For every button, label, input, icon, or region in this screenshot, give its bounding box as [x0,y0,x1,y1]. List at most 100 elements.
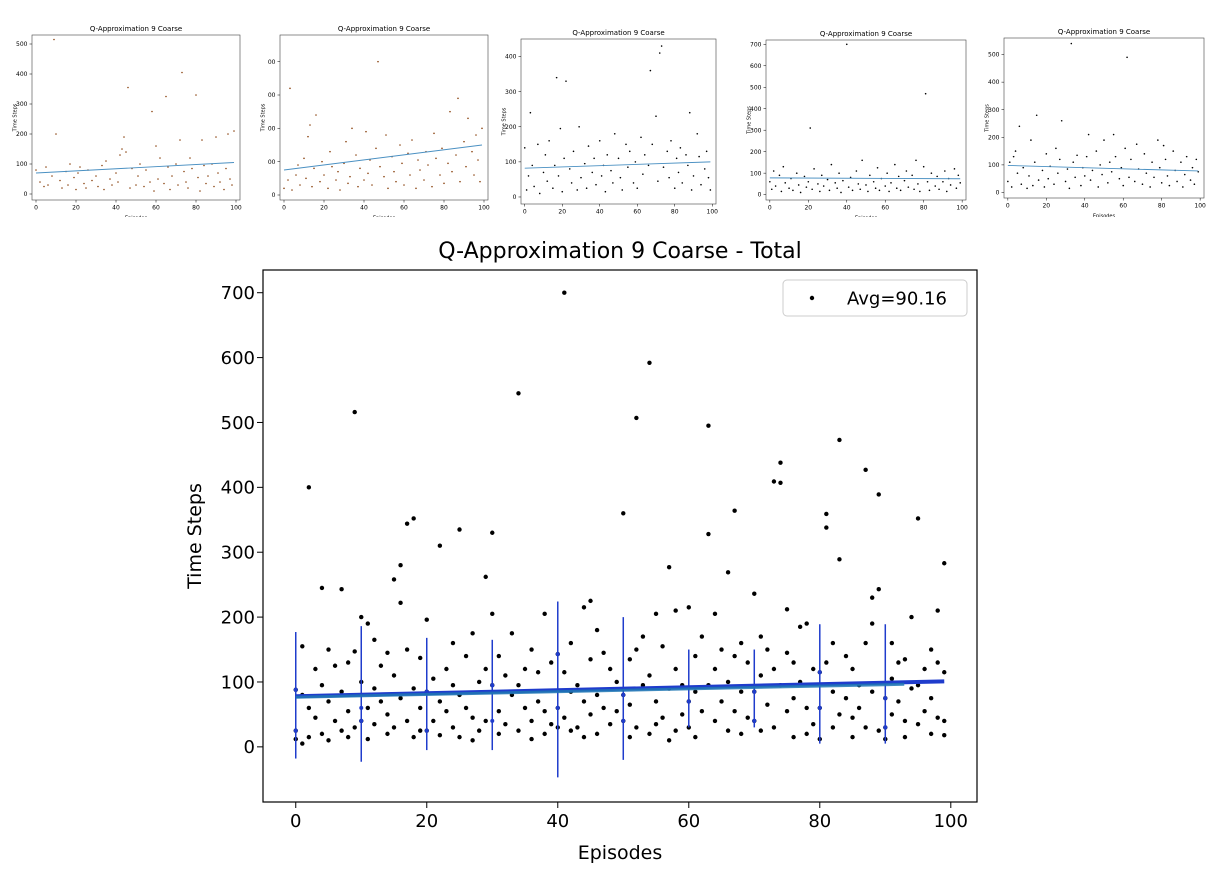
data-point [778,174,781,177]
data-point [621,189,624,191]
data-point [431,676,436,681]
data-point [137,175,139,177]
data-point [557,175,560,177]
data-point [670,140,672,142]
data-point [372,686,377,691]
data-point [444,708,449,714]
data-point [732,708,737,714]
data-point [391,673,397,678]
data-point [840,191,842,194]
error-bar-point [359,718,364,723]
data-point [359,167,361,170]
data-point [598,140,601,142]
data-point [1160,182,1163,184]
x-tick-label: 60 [633,209,641,216]
data-point [119,154,121,156]
data-point [435,157,437,160]
x-tick-label: 80 [808,811,831,832]
data-point [207,175,209,177]
data-point [1032,184,1034,187]
data-point [475,134,477,136]
data-point [693,734,698,740]
data-point [352,649,357,654]
small-chart-3: Q-Approximation 9 Coarse 0 20 40 60 80 100 0 100… [501,29,718,216]
data-point [784,650,790,655]
data-point [516,391,521,396]
data-point [607,666,613,672]
data-point [770,188,773,191]
data-point [1080,184,1082,187]
data-point [619,176,622,179]
data-point [343,162,345,165]
data-point [303,157,305,160]
x-tick-label: 100 [956,205,968,212]
data-point [784,182,787,184]
data-point [357,185,359,188]
data-point [876,166,879,169]
data-point [576,189,579,191]
data-point [1195,158,1198,161]
data-point [653,611,659,617]
x-tick-label: 60 [677,811,700,832]
y-tick-label: 00 [268,159,276,166]
data-point [531,164,534,167]
x-axis-label: Episodes [373,216,396,218]
data-point [1007,180,1009,183]
data-point [824,525,829,530]
data-point [837,712,842,717]
data-point [888,190,890,193]
data-point [845,43,848,46]
data-point [529,736,534,742]
error-bar-point [817,670,822,675]
data-point [103,188,105,191]
y-tick-label: 00 [268,125,276,132]
x-tick-label: 40 [112,205,120,212]
data-point [725,728,731,733]
data-point [607,721,613,727]
data-point [1057,172,1059,174]
data-point [640,634,646,639]
data-point [496,653,502,659]
data-point [352,409,357,415]
data-point [326,699,331,704]
data-point [169,188,171,191]
data-point [561,190,564,193]
data-point [363,179,365,181]
data-point [847,186,850,188]
data-point [437,732,443,738]
data-point [149,181,151,183]
data-point [1064,180,1067,183]
data-point [837,437,842,443]
x-tick-label: 0 [523,209,527,216]
data-point [1114,155,1117,158]
x-tick-label: 60 [400,205,408,212]
data-point [588,712,593,717]
data-point [1107,182,1109,184]
data-point [229,178,231,180]
y-tick-label: 100 [16,161,28,168]
data-point [1180,161,1182,163]
data-point [570,182,573,184]
data-point [601,705,606,711]
data-point [614,708,619,714]
data-point [909,614,914,620]
data-point [928,647,934,652]
data-point [855,170,858,172]
data-point [604,190,607,193]
data-point [1130,158,1132,161]
data-point [503,673,508,678]
data-point [690,189,693,191]
data-point [201,139,203,141]
data-point [643,154,646,156]
trend-line [283,144,483,171]
data-point [625,143,627,146]
data-point [692,175,695,177]
y-tick-label: 200 [750,149,762,156]
data-point [39,181,41,183]
data-point [125,151,127,153]
data-point [378,663,384,668]
data-point [1008,161,1011,163]
data-point [957,174,960,177]
data-point [706,423,711,428]
data-point [563,157,565,160]
